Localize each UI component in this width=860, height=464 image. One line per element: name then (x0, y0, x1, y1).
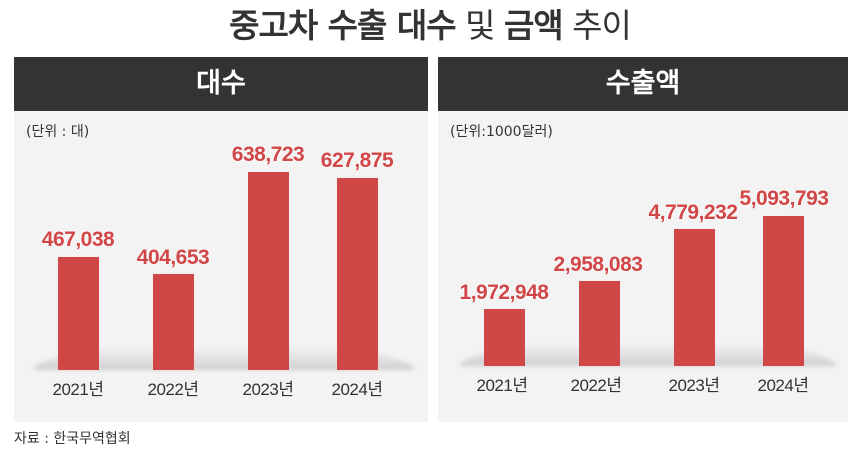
bar-2021 (58, 257, 99, 370)
bar-2021 (484, 309, 525, 366)
x-label-2024: 2024년 (331, 380, 383, 399)
x-label-2023: 2023년 (242, 380, 294, 399)
export-value-unit-label: (단위:1000달러) (450, 124, 553, 140)
title-part-1: 중고차 수출 대수 (229, 6, 456, 45)
units-chart-header: 대수 (14, 57, 428, 111)
x-label-2023: 2023년 (668, 376, 720, 395)
x-label-2021: 2021년 (476, 376, 528, 395)
value-label-2021: 467,038 (41, 228, 115, 251)
title-part-3: 금액 (503, 6, 564, 45)
x-label-2022: 2022년 (570, 376, 622, 395)
source-note: 자료 : 한국무역협회 (14, 431, 131, 447)
x-label-2024: 2024년 (757, 376, 809, 395)
export-value-chart-panel: 수출액 (단위:1000달러) 1,972,948 2,958,083 4,77… (438, 57, 848, 422)
value-label-2021: 1,972,948 (459, 281, 549, 304)
bar-2023 (248, 172, 289, 370)
bar-2023 (674, 229, 715, 366)
bar-2022 (153, 274, 194, 370)
value-label-2023: 4,779,232 (648, 201, 738, 224)
units-chart-panel: 대수 (단위 : 대) 467,038 404,653 638,723 627,… (14, 57, 428, 422)
x-label-2022: 2022년 (147, 380, 199, 399)
bar-2022 (579, 281, 620, 366)
x-label-2021: 2021년 (52, 380, 104, 399)
value-label-2023: 638,723 (231, 143, 305, 166)
bar-2024 (337, 178, 378, 370)
units-unit-label: (단위 : 대) (26, 124, 90, 140)
export-value-chart-header: 수출액 (438, 57, 848, 111)
value-label-2024: 627,875 (320, 149, 394, 172)
chart-title: 중고차 수출 대수 및 금액 추이 (0, 4, 860, 48)
title-part-2: 및 (455, 6, 504, 45)
value-label-2022: 404,653 (136, 246, 210, 269)
value-label-2024: 5,093,793 (739, 187, 829, 210)
bar-2024 (763, 216, 804, 366)
title-part-4: 추이 (562, 6, 632, 45)
value-label-2022: 2,958,083 (553, 253, 643, 276)
